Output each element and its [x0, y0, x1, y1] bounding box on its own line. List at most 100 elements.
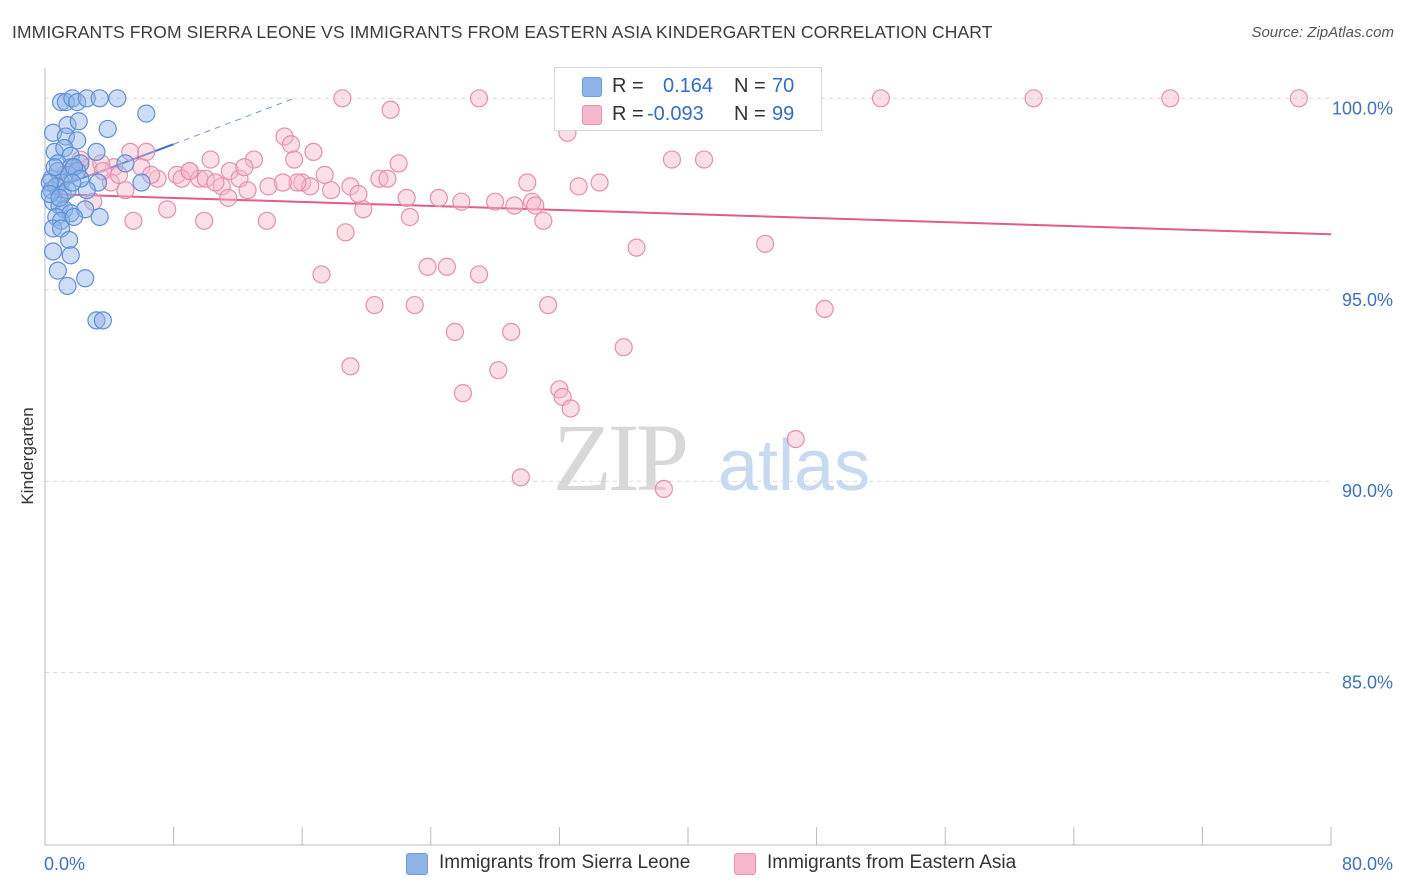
point-eastern-asia [257, 211, 276, 230]
point-eastern-asia [486, 192, 505, 211]
point-eastern-asia [333, 89, 352, 108]
point-sierra-leone [137, 104, 156, 123]
point-eastern-asia [322, 181, 341, 200]
point-sierra-leone [58, 115, 77, 135]
point-eastern-asia [381, 100, 400, 119]
point-eastern-asia [121, 142, 140, 162]
point-eastern-asia [116, 181, 135, 200]
point-eastern-asia [304, 142, 323, 162]
point-sierra-leone [132, 173, 151, 192]
point-eastern-asia [158, 200, 177, 219]
point-eastern-asia [627, 238, 646, 257]
point-eastern-asia [405, 295, 424, 315]
point-eastern-asia [614, 338, 633, 357]
point-sierra-leone [64, 158, 84, 177]
point-sierra-leone [43, 242, 63, 261]
y-axis-label: Kindergarten [18, 407, 37, 504]
point-eastern-asia [354, 200, 373, 219]
point-eastern-asia [315, 165, 334, 184]
point-sierra-leone [56, 127, 75, 146]
point-eastern-asia [238, 181, 257, 200]
point-sierra-leone [90, 207, 109, 227]
point-eastern-asia [534, 211, 553, 230]
data-points [40, 89, 1308, 498]
point-eastern-asia [662, 150, 682, 169]
point-eastern-asia [871, 89, 891, 108]
point-eastern-asia [285, 150, 304, 169]
point-sierra-leone [69, 112, 88, 131]
point-eastern-asia [389, 154, 408, 173]
x-tick-labels: 0.0% 80.0% [44, 854, 1393, 874]
y-tick-label: 100.0% [1332, 98, 1393, 118]
point-eastern-asia [259, 177, 278, 196]
chart-title: IMMIGRANTS FROM SIERRA LEONE VS IMMIGRAN… [12, 22, 993, 42]
legend-row-eastern-asia: R = -0.093 N = 99 [555, 99, 821, 129]
point-eastern-asia [418, 257, 437, 276]
point-eastern-asia [756, 234, 775, 253]
source-label: Source: ZipAtlas.com [1251, 24, 1394, 41]
stats-legend: R = 0.164 N = 70 R = -0.093 N = 99 [554, 67, 822, 131]
point-sierra-leone [87, 142, 106, 162]
point-sierra-leone [68, 93, 87, 112]
point-sierra-leone [48, 261, 67, 280]
point-sierra-leone [63, 173, 82, 192]
bottom-legend-label-eastern-asia: Immigrants from Eastern Asia [767, 852, 1017, 873]
y-tick-labels: 85.0% 90.0% 95.0% 100.0% [1332, 98, 1393, 692]
point-eastern-asia [502, 322, 521, 341]
point-eastern-asia [437, 257, 456, 276]
legend-r-value: -0.093 [647, 103, 704, 125]
point-eastern-asia [220, 161, 239, 181]
point-sierra-leone [40, 184, 59, 204]
point-eastern-asia [526, 196, 545, 215]
point-sierra-leone [93, 311, 112, 330]
watermark: ZIP atlas [553, 404, 870, 511]
legend-swatch-sierra-leone [582, 77, 602, 97]
point-eastern-asia [1024, 89, 1043, 108]
point-eastern-asia [505, 196, 524, 215]
point-eastern-asia [219, 188, 238, 207]
y-tick-label: 90.0% [1342, 481, 1393, 501]
point-eastern-asia [288, 173, 307, 192]
point-eastern-asia [124, 211, 143, 230]
x-tick-label: 0.0% [44, 854, 85, 874]
point-eastern-asia [561, 399, 580, 418]
point-sierra-leone [87, 311, 106, 330]
point-eastern-asia [511, 468, 530, 487]
point-sierra-leone [98, 119, 117, 139]
point-sierra-leone [76, 269, 95, 288]
point-eastern-asia [452, 192, 471, 211]
point-sierra-leone [61, 246, 80, 265]
point-eastern-asia [518, 173, 537, 192]
bottom-legend-swatch-eastern-asia [734, 853, 756, 875]
point-eastern-asia [341, 357, 360, 376]
y-tick-label: 95.0% [1342, 290, 1393, 310]
point-eastern-asia [365, 295, 384, 315]
point-eastern-asia [137, 142, 156, 162]
point-eastern-asia [244, 150, 264, 169]
point-eastern-asia [201, 150, 220, 169]
point-eastern-asia [469, 265, 489, 284]
point-eastern-asia [469, 89, 489, 108]
legend-n-value: 99 [772, 103, 795, 125]
point-eastern-asia [539, 295, 558, 315]
bottom-legend-swatch-sierra-leone [406, 853, 428, 875]
legend-n-value: 70 [772, 75, 795, 97]
point-sierra-leone [77, 89, 96, 108]
point-sierra-leone [45, 158, 64, 177]
watermark-zip: ZIP [553, 404, 686, 511]
point-eastern-asia [93, 161, 112, 181]
point-sierra-leone [77, 181, 96, 200]
point-sierra-leone [116, 154, 135, 173]
point-eastern-asia [453, 384, 473, 403]
watermark-atlas: atlas [718, 426, 870, 506]
point-eastern-asia [694, 150, 714, 169]
point-eastern-asia [654, 479, 673, 498]
point-eastern-asia [400, 207, 420, 227]
point-eastern-asia [815, 299, 834, 319]
legend-swatch-eastern-asia [582, 105, 602, 125]
legend-n-label: N = [734, 75, 766, 97]
point-sierra-leone [58, 276, 77, 296]
point-eastern-asia [429, 188, 448, 207]
point-eastern-asia [195, 211, 214, 230]
